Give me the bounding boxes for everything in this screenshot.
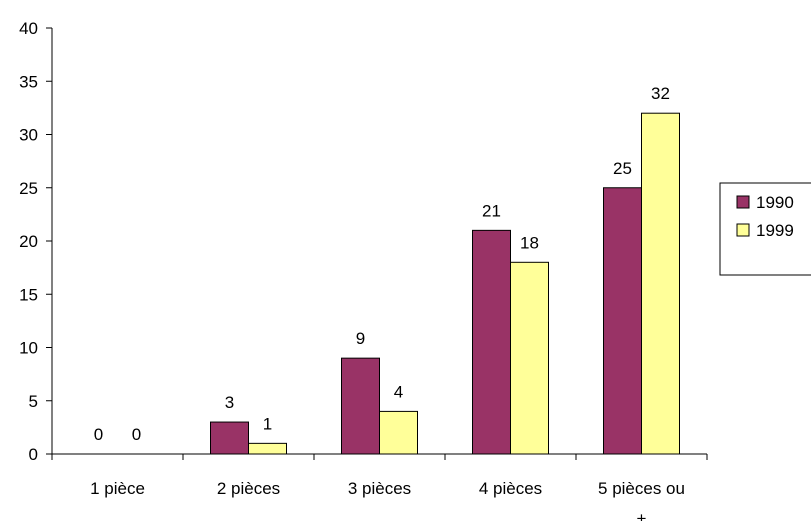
x-category-label-line: +: [637, 509, 647, 521]
data-label-1990: 21: [482, 201, 501, 220]
data-label-1990: 25: [613, 159, 632, 178]
data-labels: 0 3 9 21 25 0 1 4 18 32: [94, 84, 670, 444]
x-category-label: 1 pièce: [90, 479, 145, 498]
y-tick-label: 0: [29, 445, 38, 464]
x-category-label-line: 1 pièce: [90, 479, 145, 498]
bars: [210, 112, 680, 455]
x-category-label-line: 5 pièces ou: [598, 479, 685, 498]
bar-1990: [210, 421, 249, 455]
y-tick-label: 5: [29, 392, 38, 411]
bar-1999: [379, 410, 418, 455]
bar-1999: [248, 442, 287, 455]
data-label-1990: 0: [94, 425, 103, 444]
x-category-label-line: 2 pièces: [217, 479, 280, 498]
data-label-1990: 3: [225, 393, 234, 412]
bar-1990: [472, 229, 511, 455]
data-label-1999: 4: [394, 382, 403, 401]
x-category-label: 2 pièces: [217, 479, 280, 498]
legend-swatch-1999: [736, 223, 750, 237]
legend-label-1999: 1999: [756, 221, 794, 240]
bar-1999: [641, 112, 680, 455]
x-category-label: 4 pièces: [479, 479, 542, 498]
y-tick-label: 30: [19, 126, 38, 145]
x-category-label-line: 4 pièces: [479, 479, 542, 498]
y-tick-label: 20: [19, 232, 38, 251]
x-category-label: 3 pièces: [348, 479, 411, 498]
legend-label-1990: 1990: [756, 193, 794, 212]
data-label-1990: 9: [356, 329, 365, 348]
y-tick-label: 15: [19, 285, 38, 304]
legend-swatch-1990: [736, 195, 750, 209]
bar-1999: [510, 261, 549, 455]
data-label-1999: 18: [520, 233, 539, 252]
x-category-label: 5 pièces ou +: [598, 479, 685, 521]
bar-1990: [341, 357, 380, 455]
bar-1990: [603, 187, 642, 455]
legend: 1990 1999: [719, 182, 811, 276]
x-axis: 1 pièce 2 pièces 3 pièces 4 pièces 5 pièces …: [51, 453, 708, 521]
legend-box: [719, 182, 811, 276]
y-tick-label: 10: [19, 339, 38, 358]
y-tick-label: 40: [19, 19, 38, 38]
y-tick-label: 25: [19, 179, 38, 198]
data-label-1999: 1: [263, 414, 272, 433]
y-tick-label: 35: [19, 72, 38, 91]
y-axis: 0 5 10 15 20 25 30 35 40: [19, 19, 53, 464]
x-category-label-line: 3 pièces: [348, 479, 411, 498]
data-label-1999: 32: [651, 84, 670, 103]
data-label-1999: 0: [132, 425, 141, 444]
